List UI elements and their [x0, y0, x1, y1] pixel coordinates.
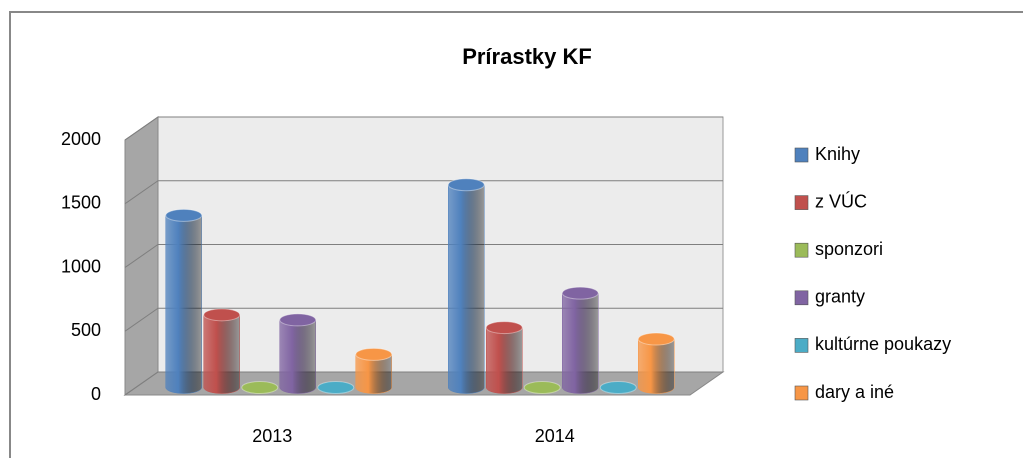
bar-top — [279, 313, 317, 327]
legend-label: sponzori — [815, 239, 883, 259]
bar-top — [599, 381, 637, 394]
bar — [279, 319, 316, 394]
legend-label: z VÚC — [815, 190, 867, 211]
bar-top — [447, 178, 485, 192]
legend-swatch — [794, 195, 809, 210]
bar-top — [355, 347, 393, 361]
legend-swatch — [794, 147, 809, 163]
grid-line — [124, 180, 723, 205]
legend-label: granty — [815, 287, 865, 307]
bar — [486, 327, 523, 394]
x-tick-label: 2014 — [535, 426, 575, 446]
bar-top — [203, 308, 241, 322]
legend-swatch — [794, 242, 809, 258]
bar-top — [485, 321, 523, 335]
bar-top — [241, 381, 279, 394]
legend-swatch — [794, 338, 809, 353]
legend-label: Knihy — [815, 144, 860, 164]
y-tick-label: 1500 — [61, 193, 101, 213]
bar-top — [317, 381, 355, 394]
bar-top — [165, 208, 203, 222]
y-tick-label: 1000 — [61, 256, 101, 276]
bar-top — [637, 332, 675, 346]
bar — [448, 184, 485, 394]
bar — [562, 293, 599, 394]
bar — [165, 215, 202, 394]
y-tick-label: 2000 — [61, 129, 101, 149]
frame — [9, 11, 1023, 458]
legend-label: kultúrne poukazy — [815, 334, 951, 354]
x-tick-label: 2013 — [252, 426, 292, 446]
legend-swatch — [794, 385, 809, 401]
y-tick-label: 500 — [71, 320, 101, 340]
legend-swatch — [794, 290, 809, 306]
bar-top — [561, 286, 599, 300]
grid-line — [124, 244, 723, 268]
bar — [203, 314, 240, 394]
bar-top — [523, 381, 561, 394]
y-tick-label: 0 — [91, 384, 101, 404]
grid-line — [124, 307, 723, 332]
bar — [638, 338, 675, 394]
grid-line — [124, 116, 723, 141]
legend-label: dary a iné — [815, 382, 894, 402]
grid-line — [124, 371, 723, 396]
chart-title: Prírastky KF — [462, 44, 592, 69]
